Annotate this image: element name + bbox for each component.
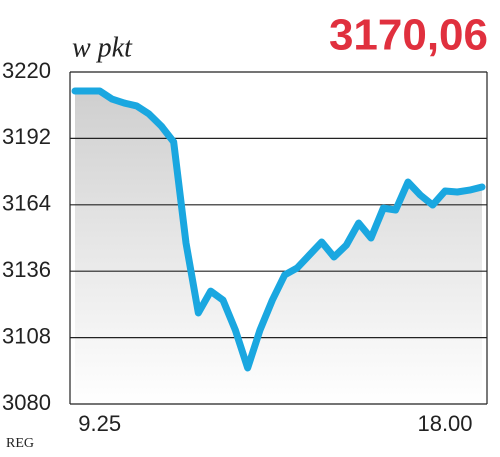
y-tick-label: 3220: [2, 58, 51, 83]
y-tick-label: 3108: [2, 323, 51, 348]
x-tick-label: 9.25: [78, 411, 121, 436]
x-tick-label: 18.00: [417, 411, 472, 436]
y-tick-label: 3164: [2, 191, 51, 216]
y-tick-label: 3192: [2, 124, 51, 149]
headline-value: 3170,06: [329, 11, 488, 60]
source: REG: [6, 436, 34, 451]
line: [71, 87, 486, 372]
y-tick-label: 3136: [2, 257, 51, 282]
y-axis-label: w pkt: [72, 32, 133, 63]
y-tick-label: 3080: [2, 390, 51, 415]
